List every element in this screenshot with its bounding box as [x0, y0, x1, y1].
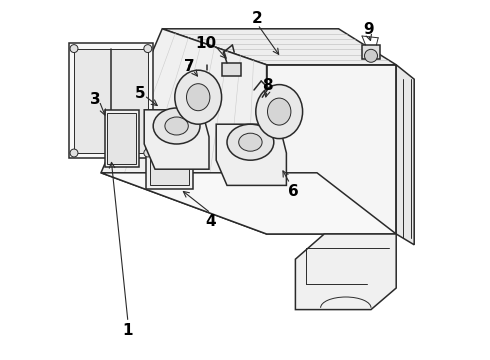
Polygon shape [69, 43, 153, 158]
Text: 4: 4 [205, 214, 216, 229]
Polygon shape [149, 128, 189, 185]
Polygon shape [101, 173, 396, 234]
Text: 8: 8 [262, 78, 272, 93]
Polygon shape [396, 65, 414, 245]
Polygon shape [216, 124, 286, 185]
Ellipse shape [227, 124, 274, 160]
Text: 1: 1 [123, 323, 133, 338]
Text: 7: 7 [184, 59, 195, 74]
Text: 6: 6 [288, 184, 299, 199]
Ellipse shape [153, 108, 200, 144]
Ellipse shape [239, 133, 262, 151]
Circle shape [365, 49, 377, 62]
Polygon shape [107, 113, 136, 164]
Polygon shape [144, 110, 209, 169]
Polygon shape [74, 49, 148, 153]
Circle shape [70, 45, 78, 53]
Polygon shape [267, 65, 396, 234]
Ellipse shape [256, 85, 303, 139]
Polygon shape [221, 63, 242, 76]
Ellipse shape [187, 84, 210, 111]
Text: 2: 2 [252, 11, 263, 26]
Polygon shape [362, 45, 380, 59]
Text: 3: 3 [90, 91, 101, 107]
Polygon shape [162, 29, 396, 65]
Polygon shape [104, 110, 139, 167]
Ellipse shape [165, 117, 188, 135]
Circle shape [144, 149, 152, 157]
Text: 10: 10 [196, 36, 217, 51]
Circle shape [144, 45, 152, 53]
Text: 9: 9 [363, 22, 374, 37]
Polygon shape [101, 29, 267, 234]
Ellipse shape [268, 98, 291, 125]
Ellipse shape [175, 70, 221, 124]
Text: 5: 5 [135, 86, 146, 101]
Polygon shape [295, 234, 396, 310]
Circle shape [70, 149, 78, 157]
Polygon shape [146, 124, 193, 189]
